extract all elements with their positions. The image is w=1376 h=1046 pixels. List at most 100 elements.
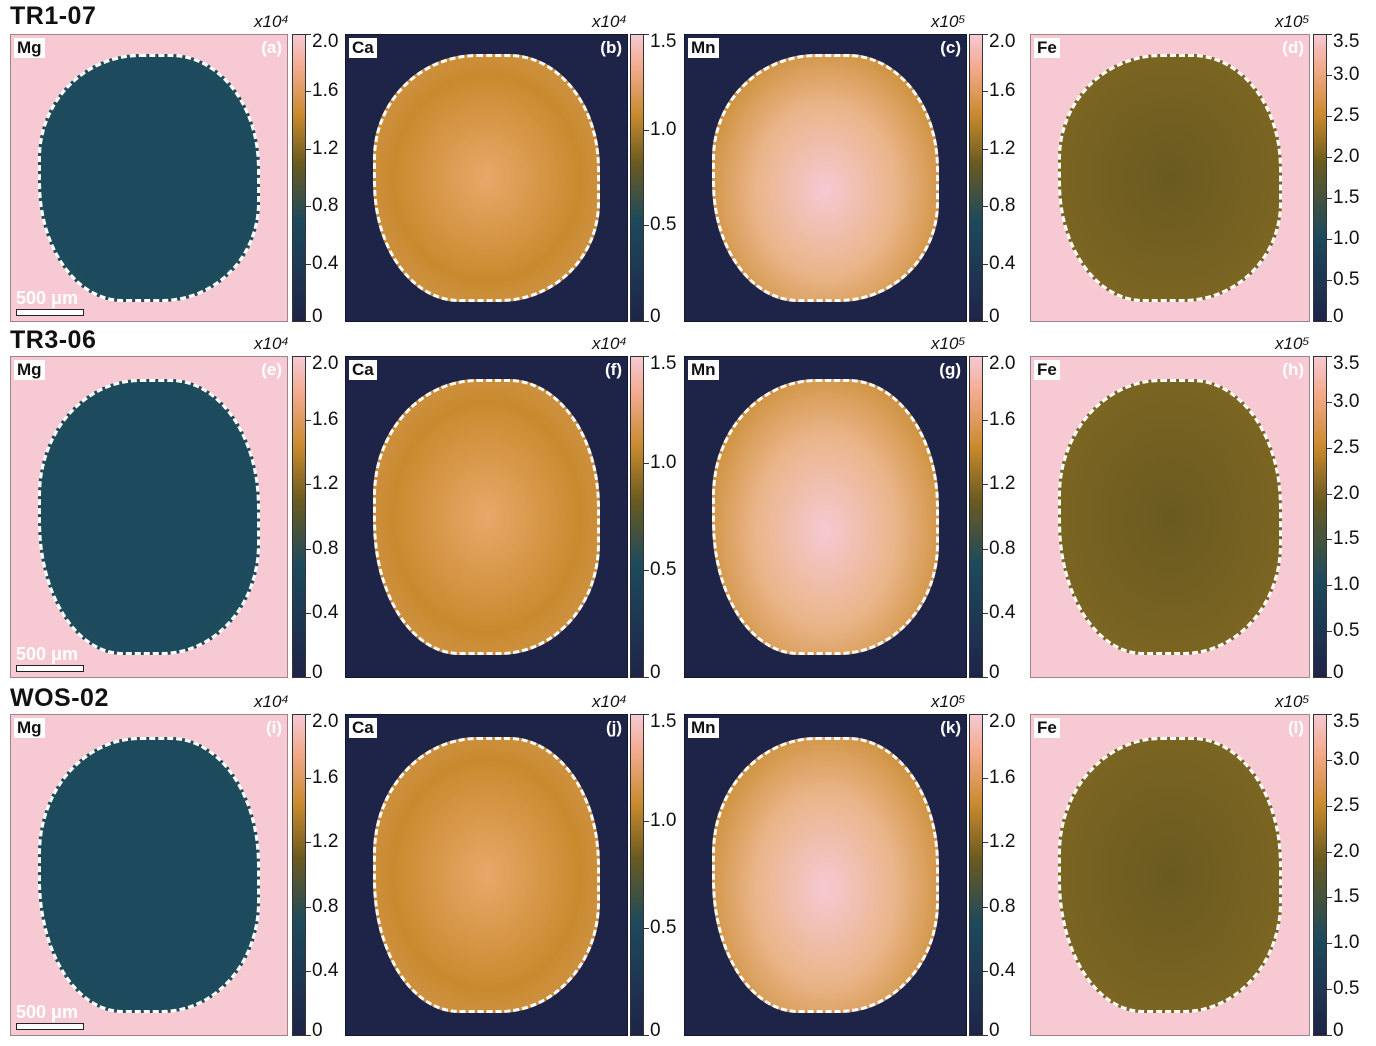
colorbar-tick-mark (306, 91, 311, 93)
colorbar-tick-label: 1.6 (989, 409, 1016, 431)
colorbar-tick-label: 1.2 (989, 473, 1016, 495)
colorbar (1313, 356, 1327, 678)
scale-bar-label: 500 μm (16, 644, 79, 664)
colorbar-tick-mark (644, 129, 649, 131)
element-label: Ca (349, 38, 377, 58)
colorbar-tick-mark (983, 148, 988, 150)
colorbar-tick-mark (1327, 759, 1332, 761)
colorbar-tick-label: 0.5 (1333, 269, 1360, 290)
colorbar-tick-mark (306, 356, 311, 357)
colorbar-tick-mark (644, 821, 649, 822)
grain-outline (712, 378, 939, 656)
colorbar-tick-label: 3.0 (1333, 64, 1360, 85)
colorbar-multiplier: x10⁴ (592, 692, 627, 711)
colorbar-tick-label: 0.5 (650, 917, 677, 938)
colorbar-tick-label: 0 (312, 306, 323, 327)
colorbar-tick-mark (983, 263, 988, 265)
colorbar-tick-mark (1327, 401, 1332, 403)
element-label: Mg (14, 38, 45, 58)
colorbar-tick-label: 1.0 (650, 452, 677, 473)
colorbar-tick-mark (983, 906, 988, 908)
colorbar-tick-label: 0.5 (650, 559, 677, 580)
colorbar (630, 34, 644, 322)
element-map-mg: Mg (e) 500 μm (10, 356, 288, 678)
colorbar-tick-mark (306, 34, 311, 35)
colorbar-tick-label: 2.0 (312, 353, 339, 374)
colorbar-tick-mark (306, 906, 311, 908)
panel-letter: (c) (940, 38, 961, 57)
colorbar-tick-mark (983, 970, 988, 972)
scale-bar-line (16, 309, 84, 316)
colorbar-tick-label: 0 (1333, 306, 1344, 327)
grain-outline (1058, 736, 1282, 1014)
colorbar-tick-mark (1327, 116, 1332, 117)
colorbar-tick-mark (306, 420, 311, 422)
element-label: Mn (688, 38, 719, 58)
colorbar-tick-mark (983, 484, 988, 486)
colorbar-tick-label: 2.5 (1333, 105, 1360, 126)
colorbar-tick-mark (306, 484, 311, 486)
element-map-fe: Fe (l) (1030, 714, 1310, 1036)
colorbar-tick-mark (306, 677, 311, 678)
colorbar-tick-label: 2.5 (1333, 436, 1360, 458)
colorbar-tick-mark (983, 548, 988, 550)
panel-letter: (j) (605, 718, 622, 737)
element-label: Mg (14, 360, 45, 380)
colorbar-tick-label: 0 (1333, 1020, 1344, 1041)
grain-outline (37, 378, 261, 656)
grain-outline (712, 54, 939, 302)
colorbar-tick-label: 1.2 (312, 473, 339, 495)
colorbar-tick-label: 0 (650, 306, 661, 327)
colorbar-tick-label: 1.2 (312, 137, 339, 159)
colorbar-tick-label: 0.8 (312, 895, 339, 917)
colorbar-tick-label: 0 (312, 662, 323, 683)
colorbar (969, 714, 983, 1036)
colorbar-tick-mark (306, 321, 311, 322)
element-label: Mn (688, 718, 719, 738)
colorbar-tick-label: 1.6 (312, 80, 339, 102)
colorbar-tick-mark (983, 34, 988, 35)
colorbar-tick-mark (644, 570, 649, 571)
colorbar-tick-mark (644, 714, 649, 715)
colorbar-tick-label: 2.0 (312, 711, 339, 732)
colorbar-tick-mark (644, 321, 649, 322)
colorbar-tick-label: 1.5 (650, 31, 677, 52)
scale-bar: 500 μm (16, 644, 96, 674)
element-map-ca: Ca (j) (345, 714, 628, 1036)
colorbar (292, 714, 306, 1036)
colorbar-tick-label: 3.0 (1333, 390, 1360, 412)
element-label: Fe (1034, 360, 1060, 380)
element-map-mg: Mg (i) 500 μm (10, 714, 288, 1036)
colorbar-multiplier: x10⁵ (931, 692, 966, 711)
colorbar-multiplier: x10⁴ (254, 692, 289, 711)
colorbar (292, 34, 306, 322)
colorbar-tick-mark (983, 356, 988, 357)
colorbar-tick-label: 0 (650, 662, 661, 683)
colorbar-tick-mark (1327, 851, 1332, 853)
colorbar-tick-label: 0 (650, 1020, 661, 1041)
colorbar-tick-mark (1327, 989, 1332, 991)
colorbar-tick-label: 2.0 (1333, 146, 1360, 167)
colorbar-tick-label: 1.2 (989, 137, 1016, 159)
colorbar-tick-mark (1327, 34, 1332, 35)
panel-letter: (f) (605, 360, 622, 379)
grain-outline (373, 378, 600, 656)
colorbar-tick-label: 1.6 (312, 767, 339, 789)
colorbar-tick-label: 0.8 (989, 895, 1016, 917)
panel-letter: (d) (1282, 38, 1304, 57)
colorbar (292, 356, 306, 678)
colorbar-tick-mark (983, 842, 988, 844)
colorbar-multiplier: x10⁵ (931, 334, 966, 353)
grain-outline (1058, 378, 1282, 656)
colorbar (630, 714, 644, 1036)
colorbar-tick-mark (1327, 714, 1332, 715)
scale-bar-line (16, 1023, 84, 1030)
colorbar-tick-mark (1327, 493, 1332, 495)
colorbar-tick-mark (306, 1035, 311, 1036)
colorbar-tick-mark (1327, 805, 1332, 807)
colorbar-tick-label: 3.0 (1333, 748, 1360, 770)
colorbar-tick-mark (1327, 677, 1332, 678)
colorbar-tick-label: 0.8 (312, 537, 339, 559)
colorbar-tick-mark (644, 677, 649, 678)
colorbar-tick-mark (983, 91, 988, 93)
